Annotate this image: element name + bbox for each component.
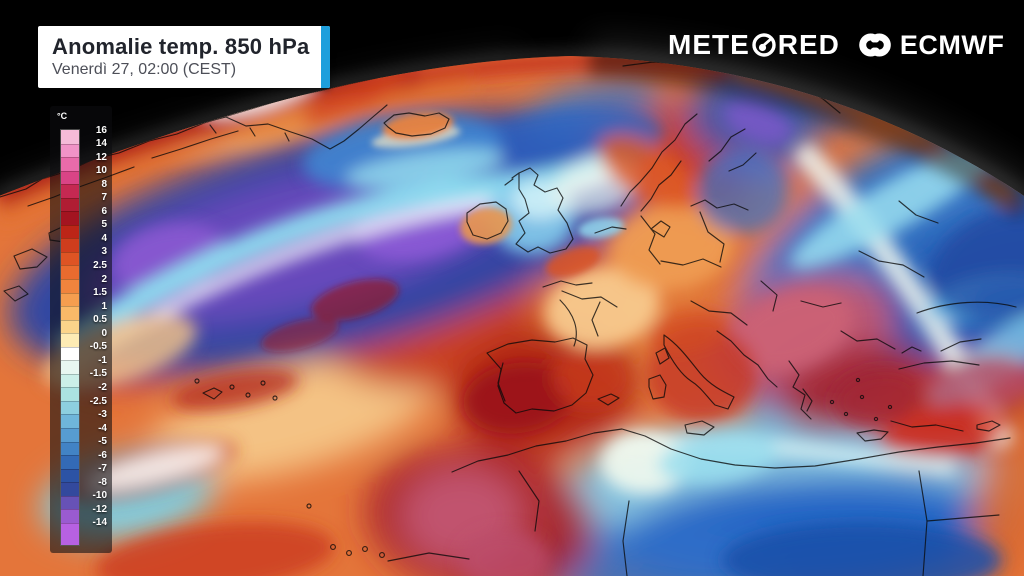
legend-color-segment xyxy=(61,130,79,144)
legend-color-segment xyxy=(61,346,79,361)
legend-tick: -3 xyxy=(98,409,107,421)
legend-tick: 8 xyxy=(101,178,107,190)
legend-tick: 2.5 xyxy=(93,260,107,271)
legend-tick: -10 xyxy=(92,490,107,502)
legend-unit: °C xyxy=(57,111,68,121)
legend-color-segment xyxy=(61,292,79,307)
legend-tick: -1.5 xyxy=(89,368,107,380)
anomaly-fields-small xyxy=(261,112,624,353)
legend-tick: -5 xyxy=(98,436,107,448)
map-datetime: Venerdì 27, 02:00 (CEST) xyxy=(52,61,237,78)
legend-color-segment xyxy=(61,482,79,496)
legend-tick: -1 xyxy=(98,354,107,366)
legend-color-segment xyxy=(61,387,79,401)
legend-color-segment xyxy=(61,157,79,171)
legend-tick: -7 xyxy=(98,463,107,475)
meteored-logo: METE RED xyxy=(668,29,840,61)
meteored-text-pre: METE xyxy=(668,29,750,60)
legend-color-segment xyxy=(61,455,79,469)
legend-color-segment xyxy=(61,495,79,510)
legend-tick: 12 xyxy=(95,151,107,163)
legend-color-segment xyxy=(61,251,79,266)
legend-color-segment xyxy=(61,509,79,523)
legend-tick: -4 xyxy=(98,422,107,434)
coastlines-and-borders xyxy=(0,61,1017,576)
legend-tick: 0.5 xyxy=(93,314,107,326)
legend-color-segment xyxy=(61,170,79,185)
legend-color-segment xyxy=(61,333,79,347)
legend-color-segment xyxy=(61,319,79,334)
ecmwf-icon xyxy=(859,33,891,57)
legend-tick: -0.5 xyxy=(89,341,107,353)
legend-tick: 10 xyxy=(95,165,107,177)
legend-tick: 6 xyxy=(101,205,107,217)
legend-color-segment xyxy=(61,279,79,293)
legend-color-segment xyxy=(61,306,79,320)
branding: METE RED ECMWF xyxy=(668,28,1004,62)
legend-color-segment xyxy=(61,360,79,374)
ecmwf-text: ECMWF xyxy=(899,29,1005,60)
legend-color-segment xyxy=(61,468,79,483)
legend-tick: 16 xyxy=(95,124,107,136)
legend-tick: -8 xyxy=(98,476,107,488)
legend-color-segment xyxy=(61,414,79,429)
legend-color-segment xyxy=(61,428,79,442)
limb-shadow xyxy=(588,56,1024,219)
temperature-legend: °C 16 14 12 10 8 7 6 5 4 3 2.5 2 1.5 1 0.5 0 -0.5 -1 -1.5-… xyxy=(50,106,112,553)
meteored-text-post: RED xyxy=(777,29,840,60)
legend-tick: -2 xyxy=(98,381,107,393)
legend-colorbar xyxy=(60,129,80,546)
ecmwf-logo: ECMWF xyxy=(854,30,1004,61)
legend-tick: 4 xyxy=(101,232,107,244)
legend-color-segment xyxy=(61,184,79,198)
legend-tick: 0 xyxy=(101,327,107,339)
legend-color-segment xyxy=(61,143,79,158)
legend-tick: 3 xyxy=(101,246,107,258)
legend-tick: 5 xyxy=(101,219,107,231)
legend-color-segment xyxy=(61,238,79,252)
legend-color-segment xyxy=(61,211,79,225)
legend-tick: 7 xyxy=(101,192,107,204)
legend-tick: -12 xyxy=(92,503,107,515)
legend-color-segment xyxy=(61,224,79,239)
title-card-accent xyxy=(321,26,330,88)
legend-color-segment xyxy=(61,400,79,415)
legend-tick: -2.5 xyxy=(89,395,107,407)
legend-tick: 1 xyxy=(101,300,107,312)
legend-tick: -14 xyxy=(92,517,107,529)
legend-tick: 14 xyxy=(95,138,107,150)
meteored-o-icon xyxy=(752,33,776,57)
legend-color-segment xyxy=(61,373,79,388)
legend-tick: 2 xyxy=(101,273,107,285)
legend-color-segment xyxy=(61,197,79,212)
map-title: Anomalie temp. 850 hPa xyxy=(52,34,310,59)
legend-tick: 1.5 xyxy=(93,287,107,299)
legend-tick: -6 xyxy=(98,449,107,461)
legend-color-segment xyxy=(61,522,79,545)
legend-color-segment xyxy=(61,265,79,280)
map-title-card: Anomalie temp. 850 hPa Venerdì 27, 02:00… xyxy=(38,26,330,88)
legend-color-segment xyxy=(61,441,79,456)
